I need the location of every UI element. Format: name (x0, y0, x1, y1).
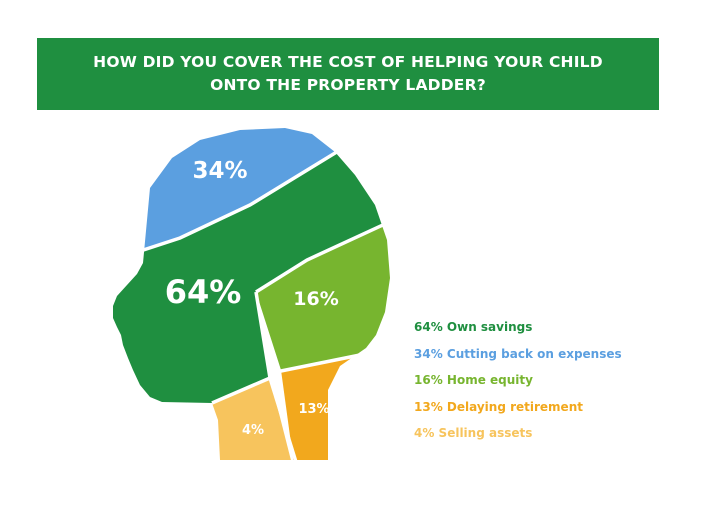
legend-item-delaying-retirement: 13% Delaying retirement (414, 399, 583, 414)
label-4: 4% (242, 423, 264, 438)
divider-line (268, 377, 298, 463)
label-64: 64% (165, 273, 242, 311)
label-34: 34% (192, 158, 247, 184)
legend-item-cutting-back: 34% Cutting back on expenses (414, 346, 622, 361)
segment-selling-assets (200, 378, 296, 460)
label-16: 16% (293, 288, 338, 310)
label-13: 13% (298, 402, 329, 417)
divider-line (127, 140, 371, 257)
legend-item-own-savings: 64% Own savings (414, 320, 533, 334)
segment-own-savings (113, 130, 390, 403)
segment-delaying-retirement (281, 355, 390, 460)
legend-item-home-equity: 16% Home equity (414, 373, 533, 387)
divider-line (275, 353, 361, 374)
title-banner: HOW DID YOU COVER THE COST OF HELPING YO… (37, 38, 659, 110)
chart-title: HOW DID YOU COVER THE COST OF HELPING YO… (93, 53, 603, 94)
legend: 64% Own savings 34% Cutting back on expe… (414, 317, 622, 450)
divider-line (255, 222, 386, 294)
legend-item-selling-assets: 4% Selling assets (414, 426, 533, 440)
